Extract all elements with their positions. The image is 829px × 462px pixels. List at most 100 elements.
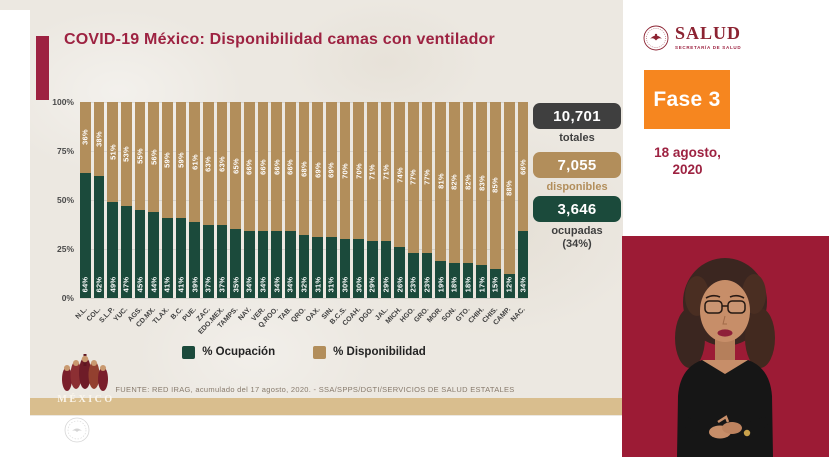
ocupadas-label: ocupadas xyxy=(551,225,603,237)
ocupacion-value-label: 34% xyxy=(518,276,528,293)
y-axis: 100% 75% 50% 25% 0% xyxy=(40,97,74,307)
stacked-bar: 55% 45% xyxy=(134,102,146,298)
legend-label: % Disponibilidad xyxy=(333,346,426,358)
interpreter-figure xyxy=(622,236,829,457)
disponibilidad-segment: 77% xyxy=(421,102,433,253)
ocupacion-segment: 64% xyxy=(80,172,91,298)
ocupacion-value-label: 12% xyxy=(504,276,514,293)
bar-pue: 61% 39% PUE. xyxy=(182,102,201,323)
stacked-bar: 69% 31% xyxy=(312,102,324,298)
ocupacion-swatch-icon xyxy=(182,345,196,359)
bar-camp: 88% 12% CAMP. xyxy=(493,102,515,327)
ocupacion-value-label: 44% xyxy=(149,276,159,293)
disponibilidad-value-label: 71% xyxy=(367,163,377,180)
ocupacion-segment: 37% xyxy=(216,225,228,298)
disponibilidad-value-label: 82% xyxy=(449,174,459,191)
bars: 36% 64% N.L. 38% 62% COL. 51% 49% S.L.P. 53% 47% YU… xyxy=(75,102,529,336)
date-label: 18 agosto, 2020 xyxy=(630,145,745,179)
ocupacion-segment: 32% xyxy=(298,235,310,298)
bar-cdmx: 56% 44% CD.MX. xyxy=(135,102,160,329)
stacked-bar: 81% 19% xyxy=(435,102,447,298)
ocupacion-segment: 31% xyxy=(312,237,324,298)
stacked-bar: 82% 18% xyxy=(449,102,460,298)
disponibilidad-value-label: 70% xyxy=(340,162,350,179)
disponibilidad-value-label: 55% xyxy=(135,148,145,164)
stacked-bar: 71% 29% xyxy=(367,102,378,298)
disponibilidad-segment: 36% xyxy=(80,102,91,173)
salud-eagle-icon xyxy=(643,25,669,51)
stacked-bar: 69% 31% xyxy=(326,102,337,298)
bar-jal: 71% 29% JAL. xyxy=(374,102,392,322)
bar-tamps: 65% 35% TAMPS. xyxy=(216,102,242,330)
stacked-bar: 38% 62% xyxy=(93,102,105,298)
ocupacion-segment: 37% xyxy=(203,225,214,298)
bar-bcs: 70% 30% B.C.S. xyxy=(329,102,351,326)
disponibilidad-value-label: 77% xyxy=(422,169,432,186)
disponibilidad-value-label: 68% xyxy=(299,160,309,177)
ocupacion-segment: 23% xyxy=(421,252,433,298)
ocupacion-segment: 49% xyxy=(107,201,119,298)
disponibilidad-segment: 66% xyxy=(244,102,255,232)
disponibilidad-segment: 61% xyxy=(189,102,201,222)
stacked-bar: 77% 23% xyxy=(421,102,433,298)
stacked-bar: 68% 32% xyxy=(298,102,310,298)
ocupacion-value-label: 62% xyxy=(94,276,104,293)
disponibilidad-value-label: 61% xyxy=(190,153,200,170)
ocupacion-value-label: 23% xyxy=(408,276,418,293)
stacked-bar: 63% 37% xyxy=(216,102,228,298)
legend-item-disponibilidad: % Disponibilidad xyxy=(313,345,426,359)
disponibilidad-segment: 71% xyxy=(367,102,378,242)
disponibilidad-segment: 70% xyxy=(353,102,365,240)
disponibilidad-value-label: 66% xyxy=(272,158,282,175)
ocupacion-value-label: 34% xyxy=(272,276,282,293)
ocupacion-value-label: 15% xyxy=(490,276,500,293)
ocupacion-segment: 34% xyxy=(257,231,269,298)
slide-corner-strip xyxy=(0,0,30,10)
phase-badge: Fase 3 xyxy=(644,70,730,129)
y-tick-label: 100% xyxy=(52,97,74,107)
disponibilidad-value-label: 59% xyxy=(176,152,186,168)
ocupacion-segment: 18% xyxy=(462,262,474,298)
disponibilidad-value-label: 69% xyxy=(326,161,336,178)
bar-ags: 55% 45% AGS. xyxy=(127,102,146,323)
ocupacion-segment: 12% xyxy=(503,274,515,298)
disponibilidad-value-label: 71% xyxy=(381,163,391,180)
stacked-bar: 65% 35% xyxy=(230,102,242,298)
disponibilidad-value-label: 77% xyxy=(408,169,418,186)
disponibilidad-value-label: 63% xyxy=(217,155,227,172)
y-tick-label: 25% xyxy=(56,244,74,254)
disponibles-box: 7,055 xyxy=(533,152,621,178)
ocupacion-value-label: 29% xyxy=(367,276,377,293)
ocupacion-segment: 35% xyxy=(230,229,242,298)
ocupadas-value: 3,646 xyxy=(557,200,597,218)
stacked-bar: 85% 15% xyxy=(490,102,501,298)
ocupacion-value-label: 31% xyxy=(313,276,323,293)
stacked-bar: 56% 44% xyxy=(148,102,160,298)
disponibilidad-value-label: 51% xyxy=(108,144,118,160)
stacked-bar: 66% 34% xyxy=(517,102,529,298)
bar-mor: 81% 19% MOR. xyxy=(427,102,447,324)
bar-oax: 69% 31% OAX. xyxy=(304,102,324,323)
ocupacion-value-label: 19% xyxy=(436,276,446,293)
disponibilidad-segment: 66% xyxy=(517,102,529,232)
ocupacion-value-label: 41% xyxy=(176,276,186,293)
stacked-bar: 63% 37% xyxy=(203,102,214,298)
bar-qro: 68% 32% QRO. xyxy=(290,102,310,324)
bar-nay: 66% 34% NAY. xyxy=(237,102,255,322)
stacked-bar: 83% 17% xyxy=(476,102,488,298)
bar-nl: 36% 64% N.L. xyxy=(75,102,91,321)
disponibilidad-segment: 66% xyxy=(271,102,283,232)
ocupacion-value-label: 47% xyxy=(121,276,131,293)
disponibilidad-segment: 38% xyxy=(93,102,105,177)
ocupacion-value-label: 29% xyxy=(381,276,391,293)
plot-area: 36% 64% N.L. 38% 62% COL. 51% 49% S.L.P. 53% 47% YU… xyxy=(75,102,529,336)
bar-coah: 70% 30% COAH. xyxy=(342,102,365,327)
date-line1: 18 agosto, xyxy=(654,145,721,160)
ocupacion-segment: 31% xyxy=(326,237,337,298)
bar-sin: 69% 31% SIN. xyxy=(320,102,337,321)
disponibilidad-segment: 66% xyxy=(285,102,296,232)
disponibilidad-segment: 56% xyxy=(148,102,160,212)
ocupacion-segment: 62% xyxy=(93,176,105,298)
disponibilidad-value-label: 53% xyxy=(121,146,131,162)
